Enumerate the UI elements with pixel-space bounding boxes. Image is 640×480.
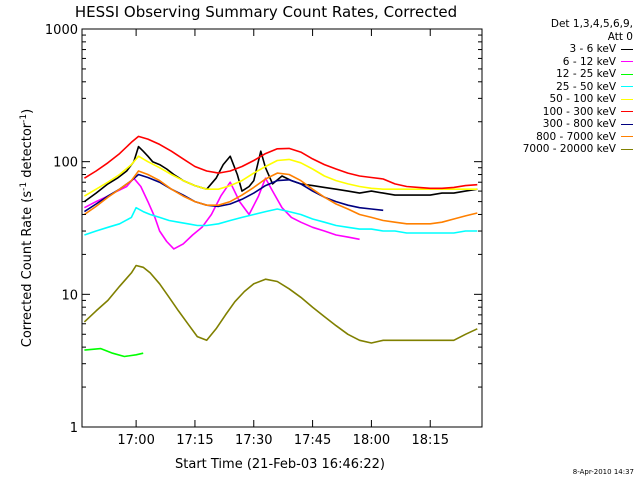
legend-item: 50 - 100 keV — [488, 93, 633, 106]
x-tick-label: 17:45 — [294, 433, 331, 448]
legend-item: 3 - 6 keV — [488, 43, 633, 56]
y-tick-label: 1 — [70, 421, 78, 436]
legend-item: 300 - 800 keV — [488, 118, 633, 131]
series-layer — [83, 135, 478, 358]
chart-legend: Det 1,3,4,5,6,9, Att 0 3 - 6 keV 6 - 12 k… — [488, 18, 633, 156]
series-line-8 — [83, 170, 478, 225]
legend-label: 3 - 6 keV — [569, 43, 616, 56]
chart-title: HESSI Observing Summary Count Rates, Cor… — [75, 3, 457, 21]
y-tick-label: 100 — [53, 156, 78, 171]
series-line-4 — [84, 206, 478, 236]
x-tick-label: 18:15 — [412, 433, 449, 448]
series-line-9 — [83, 264, 478, 344]
legend-header-line-1: Det 1,3,4,5,6,9, — [550, 18, 633, 30]
series-line-3 — [84, 347, 144, 358]
legend-item: 6 - 12 keV — [488, 56, 633, 69]
legend-item: 25 - 50 keV — [488, 81, 633, 94]
series-line-1 — [83, 145, 478, 203]
tick-layer: 17:00 17:15 17:30 17:45 18:00 18:15 1 10 100 1000 — [45, 23, 482, 448]
x-tick-label: 18:00 — [353, 433, 390, 448]
plot-frame — [81, 28, 483, 428]
legend-swatch — [621, 148, 633, 150]
legend-label: 300 - 800 keV — [542, 118, 616, 131]
series-line-5 — [83, 155, 478, 197]
legend-swatch — [621, 111, 633, 113]
legend-swatch — [621, 61, 633, 63]
footer-timestamp: 8-Apr-2010 14:37 — [572, 468, 634, 476]
legend-swatch — [621, 123, 633, 125]
x-tick-label: 17:15 — [176, 433, 213, 448]
series-line-7 — [83, 173, 384, 213]
legend-label: 100 - 300 keV — [542, 105, 616, 118]
series-line-6 — [83, 135, 478, 190]
legend-label: 12 - 25 keV — [556, 68, 616, 81]
x-tick-label: 17:00 — [117, 433, 154, 448]
legend-header-line-2: Att 0 — [607, 30, 633, 43]
legend-label: 7000 - 20000 keV — [522, 143, 616, 156]
legend-label: 25 - 50 keV — [556, 80, 616, 93]
legend-swatch — [621, 48, 633, 50]
legend-swatch — [621, 73, 633, 75]
legend-label: 800 - 7000 keV — [536, 130, 616, 143]
y-tick-label: 10 — [61, 288, 78, 303]
legend-swatch — [621, 98, 633, 100]
legend-item: 12 - 25 keV — [488, 68, 633, 81]
legend-item: 100 - 300 keV — [488, 106, 633, 119]
x-tick-label: 17:30 — [235, 433, 272, 448]
legend-label: 50 - 100 keV — [549, 93, 616, 106]
legend-label: 6 - 12 keV — [562, 55, 616, 68]
x-axis-label: Start Time (21-Feb-03 16:46:22) — [175, 457, 385, 472]
legend-item: 7000 - 20000 keV — [488, 143, 633, 156]
y-axis-label: Corrected Count Rate (s-1 detector-1) — [19, 109, 35, 347]
legend-item: 800 - 7000 keV — [488, 131, 633, 144]
y-tick-label: 1000 — [45, 23, 78, 38]
legend-swatch — [621, 136, 633, 138]
legend-swatch — [621, 86, 633, 88]
